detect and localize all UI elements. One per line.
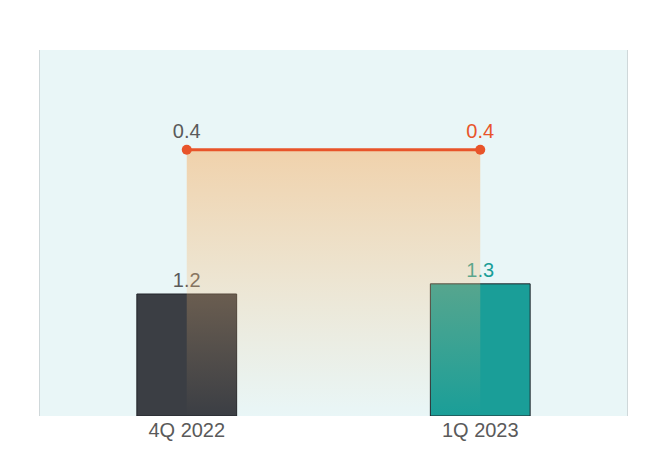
svg-text:4Q 2022: 4Q 2022 xyxy=(148,419,225,441)
svg-text:0.4: 0.4 xyxy=(466,120,494,142)
svg-text:1.2: 1.2 xyxy=(173,269,201,291)
svg-text:0.4: 0.4 xyxy=(173,120,201,142)
svg-text:1.3: 1.3 xyxy=(466,259,494,281)
svg-text:1Q 2023: 1Q 2023 xyxy=(442,419,519,441)
